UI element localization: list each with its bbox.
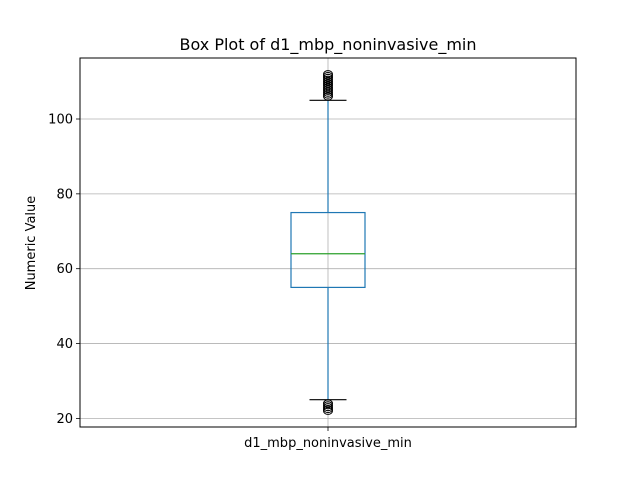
iqr-box (290, 211, 366, 289)
outlier-point (323, 405, 333, 414)
ticks-layer: 20 40 60 80 100 d1_mbp_noninvasive_min (48, 113, 412, 451)
y-tick-label: 80 (56, 187, 73, 202)
x-tick-label: d1_mbp_noninvasive_min (244, 436, 412, 451)
y-tick-label: 60 (56, 262, 73, 277)
outlier-point (323, 70, 333, 79)
outlier-point (323, 399, 333, 408)
y-tick-label: 100 (48, 113, 73, 128)
chart-title: Box Plot of d1_mbp_noninvasive_min (179, 35, 476, 55)
y-axis-label: Numeric Value (24, 196, 39, 291)
y-tick-label: 20 (56, 412, 73, 427)
outlier-point (323, 75, 333, 84)
outlier-point (323, 73, 333, 82)
outlier-point (323, 403, 333, 412)
outlier-point (323, 401, 333, 410)
outlier-point (323, 71, 333, 80)
y-tick-label: 40 (56, 337, 73, 352)
marks-layer (290, 70, 366, 415)
